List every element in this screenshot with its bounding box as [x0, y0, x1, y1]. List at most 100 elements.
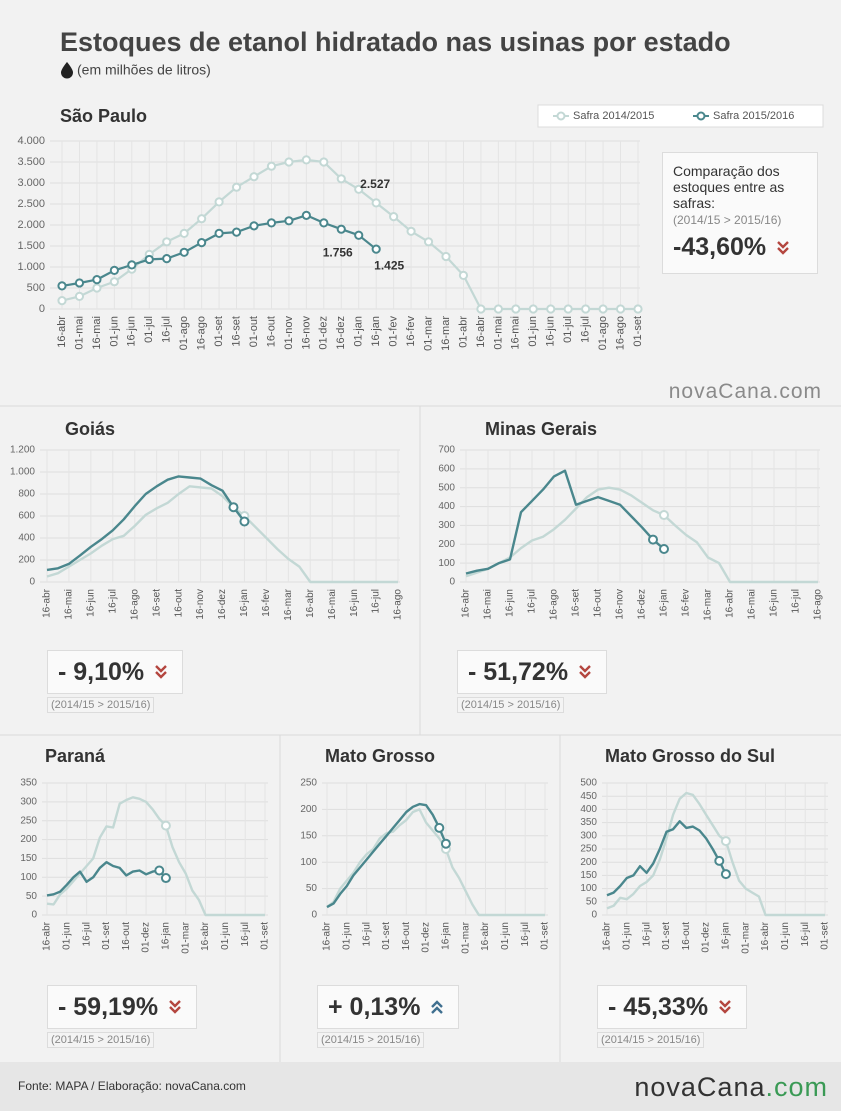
point-marker [371, 244, 381, 254]
point-marker [109, 277, 119, 287]
x-tick-label: 16-mar [703, 588, 714, 620]
series-line [606, 820, 727, 897]
x-tick-label: 16-mar [440, 316, 452, 351]
x-tick-label: 16-ago [813, 589, 824, 621]
point-marker [266, 161, 277, 171]
comparison-change: -43,60% [673, 233, 767, 261]
x-tick-label: 16-dez [637, 589, 648, 620]
x-tick-label: 16-mai [91, 316, 103, 350]
x-tick-label: 16-jul [791, 589, 802, 613]
point-marker [301, 210, 311, 220]
x-tick-label: 16-dez [335, 316, 347, 350]
chevron [777, 240, 789, 249]
x-tick-label: 16-abr [56, 316, 68, 348]
y-tick-label: 4.000 [17, 135, 45, 147]
x-tick-label: 01-dez [701, 922, 712, 953]
x-tick-label: 16-mai [64, 589, 75, 620]
point-marker [231, 227, 242, 237]
comparison-period: (2014/15 > 2015/16) [47, 1032, 155, 1048]
series-line [61, 158, 638, 311]
x-tick-label: 16-jan [441, 922, 452, 950]
x-tick-label: 01-set [213, 316, 225, 347]
x-tick-label: 01-jun [621, 922, 632, 950]
comparison-box: - 59,19% [47, 985, 198, 1029]
point-marker [659, 544, 669, 554]
x-tick-label: 01-dez [318, 316, 330, 350]
y-tick-label: 0 [39, 303, 45, 315]
logo-domain: .com [772, 380, 822, 403]
point-marker [659, 510, 669, 521]
x-tick-label: 01-nov [283, 316, 295, 350]
y-tick-label: 800 [18, 489, 35, 500]
point-marker [389, 212, 399, 222]
series-line [326, 802, 448, 909]
chevron [169, 1006, 181, 1014]
y-tick-label: 3.500 [17, 156, 45, 168]
y-tick-label: 500 [27, 282, 45, 294]
x-tick-label: 16-mai [483, 589, 494, 620]
trend-icon [169, 1000, 181, 1014]
point-marker [336, 174, 346, 184]
point-marker [284, 157, 294, 167]
y-tick-label: 1.000 [17, 261, 45, 273]
point-marker [249, 172, 259, 182]
footer-band [0, 1062, 841, 1111]
point-marker [154, 865, 165, 876]
x-tick-label: 01-ago [597, 316, 609, 350]
x-tick-label: 16-out [401, 922, 412, 951]
data-label: 1.425 [374, 258, 404, 272]
point-marker [239, 516, 250, 527]
series-line [465, 469, 665, 575]
y-tick-label: 150 [20, 853, 37, 864]
point-marker [434, 822, 445, 833]
x-tick-label: 16-jul [161, 316, 173, 343]
x-tick-label: 16-ago [393, 589, 404, 621]
point-marker [371, 198, 381, 208]
x-tick-label: 16-ago [196, 316, 208, 350]
point-marker [179, 228, 189, 238]
x-tick-label: 16-abr [725, 588, 736, 618]
point-marker [528, 304, 538, 314]
y-tick-label: 200 [18, 555, 35, 566]
comparison-label: Comparação dos estoques entre as safras: [673, 163, 785, 211]
comparison-change: - 45,33% [608, 992, 709, 1021]
y-tick-label: 0 [449, 577, 455, 588]
x-tick-label: 01-mai [73, 316, 85, 350]
comparison-period: (2014/15 > 2015/16) [317, 1032, 425, 1048]
point-marker [197, 214, 207, 224]
comparison-period: (2014/15 > 2015/16) [597, 1032, 705, 1048]
x-tick-label: 01-mai [492, 316, 504, 350]
x-tick-label: 16-nov [195, 589, 206, 620]
x-tick-label: 16-abr [461, 588, 472, 618]
x-tick-label: 01-mar [422, 316, 434, 351]
chart-title: São Paulo [60, 106, 147, 126]
point-marker [476, 304, 486, 314]
x-tick-label: 01-jun [108, 316, 120, 347]
point-marker [546, 304, 556, 314]
point-marker [231, 182, 242, 192]
series-line [465, 486, 818, 584]
x-tick-label: 16-ago [549, 589, 560, 621]
x-tick-label: 16-jul [107, 589, 118, 613]
x-tick-label: 01-jun [780, 922, 791, 950]
comparison-period: (2014/15 > 2015/16) [457, 697, 565, 713]
y-tick-label: 100 [580, 883, 597, 894]
y-tick-label: 500 [580, 778, 597, 789]
point-marker [214, 228, 224, 238]
y-tick-label: 250 [300, 778, 317, 789]
y-tick-label: 450 [580, 791, 597, 802]
y-tick-label: 3.000 [17, 177, 45, 189]
point-marker [648, 534, 658, 545]
point-marker [581, 304, 591, 314]
x-tick-label: 01-jun [61, 922, 72, 950]
point-marker [179, 247, 189, 257]
series-line [46, 475, 246, 572]
comparison-box: - 45,33% [597, 985, 748, 1029]
y-tick-label: 0 [591, 910, 597, 921]
point-marker [423, 237, 434, 247]
point-marker [458, 270, 469, 280]
chevron [155, 671, 168, 679]
y-tick-label: 400 [18, 533, 35, 544]
y-tick-label: 0 [311, 910, 317, 921]
